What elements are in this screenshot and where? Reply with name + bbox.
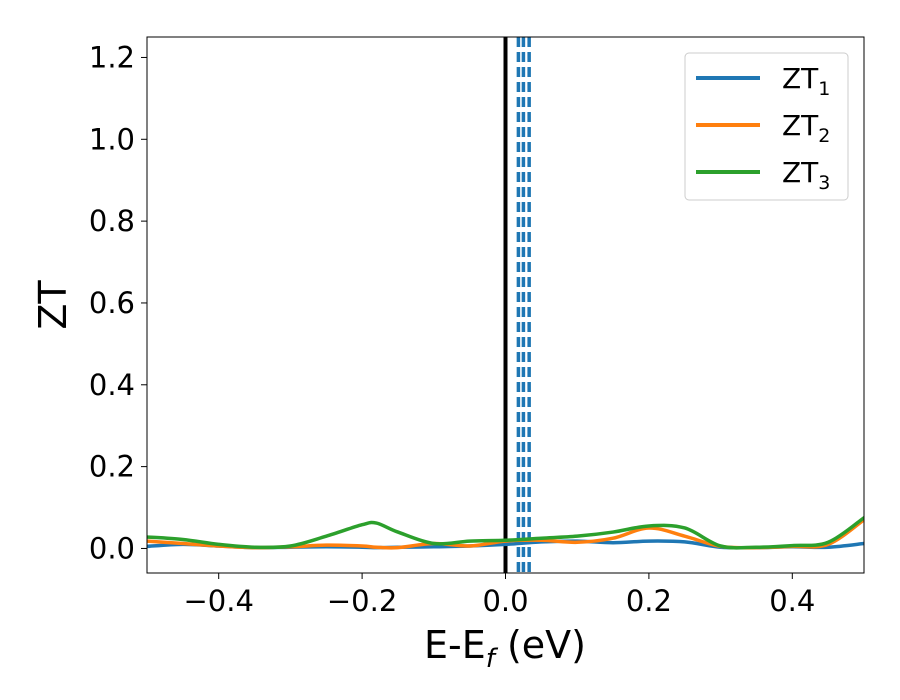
series-lines [147,516,864,550]
y-tick-label: 0.2 [89,450,135,484]
y-tick-label: 0.6 [89,286,135,320]
x-ticks: −0.4 −0.2 0.0 0.2 0.4 [183,573,815,618]
y-tick-label: 0.0 [89,531,135,565]
x-tick-label: 0.4 [769,584,815,618]
legend-label-zt2: ZT2 [782,109,830,147]
x-tick-label: 0.0 [482,584,528,618]
vertical-lines [503,37,531,573]
legend-entry-zt3: ZT3 [696,156,830,194]
y-tick-label: 0.4 [89,368,135,402]
legend-entry-zt1: ZT1 [696,62,830,100]
y-tick-label: 0.8 [89,204,135,238]
x-tick-label: −0.2 [327,584,397,618]
x-axis-label: E-Ef (eV) [424,623,586,674]
y-ticks: 0.0 0.2 0.4 0.6 0.8 1.0 1.2 [89,40,147,565]
legend-entry-zt2: ZT2 [696,109,830,147]
legend-label-zt1: ZT1 [782,62,830,100]
legend-box [684,52,849,201]
legend: ZT1 ZT2 ZT3 [684,52,849,201]
series-line-zt3 [147,516,864,550]
y-axis-label: ZT [31,280,75,330]
y-tick-label: 1.0 [89,122,135,156]
x-tick-label: −0.4 [183,584,253,618]
x-tick-label: 0.2 [626,584,672,618]
legend-label-zt3: ZT3 [782,156,830,194]
y-tick-label: 1.2 [89,40,135,74]
